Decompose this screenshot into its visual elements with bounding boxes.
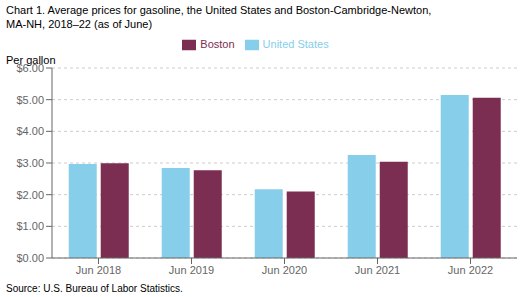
svg-text:Jun 2020: Jun 2020: [262, 264, 307, 276]
svg-text:$5.00: $5.00: [16, 94, 44, 106]
svg-text:Jun 2021: Jun 2021: [355, 264, 400, 276]
svg-text:$4.00: $4.00: [16, 125, 44, 137]
svg-text:$3.00: $3.00: [16, 157, 44, 169]
svg-text:Jun 2019: Jun 2019: [169, 264, 214, 276]
svg-text:$2.00: $2.00: [16, 189, 44, 201]
svg-text:$0.00: $0.00: [16, 252, 44, 264]
svg-text:Jun 2018: Jun 2018: [76, 264, 121, 276]
svg-text:$1.00: $1.00: [16, 220, 44, 232]
svg-text:Jun 2022: Jun 2022: [448, 264, 493, 276]
